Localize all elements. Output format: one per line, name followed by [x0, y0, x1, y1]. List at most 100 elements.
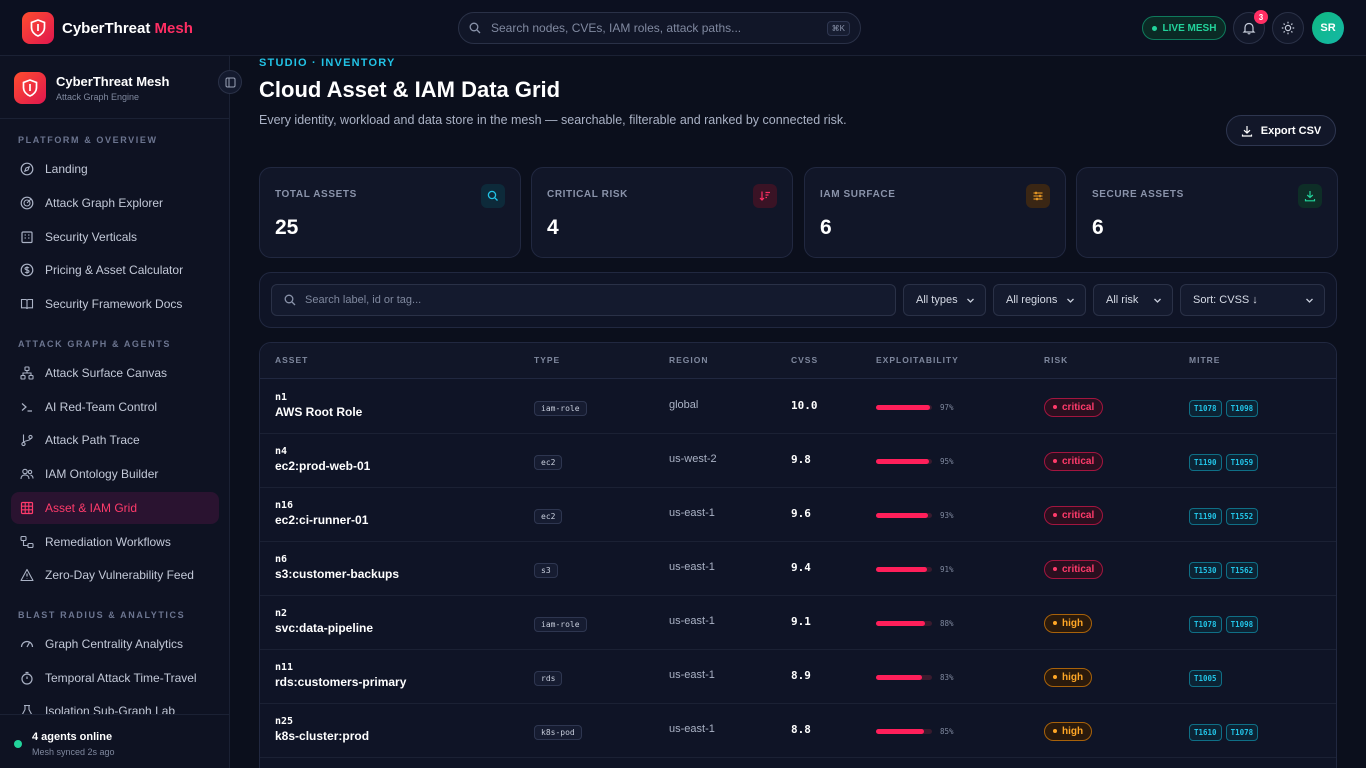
mitre-technique-chip[interactable]: T1562 [1225, 562, 1259, 579]
global-search-placeholder: Search nodes, CVEs, IAM roles, attack pa… [491, 21, 742, 35]
cvss-score: 9.4 [791, 561, 811, 574]
mitre-technique-chip[interactable]: T1552 [1225, 508, 1259, 525]
region-cell: us-east-1 [669, 507, 715, 519]
mitre-technique-chip[interactable]: T1190 [1189, 454, 1222, 471]
exploitability-bar-fill [876, 513, 929, 519]
asset-label: svc:data-pipeline [275, 621, 374, 635]
brand[interactable]: CyberThreat Mesh [22, 12, 193, 44]
sidebar-item-framework-docs[interactable]: Security Framework Docs [11, 288, 219, 320]
asset-cell: n4 ec2:prod-web-01 [275, 446, 370, 473]
mitre-technique-chip[interactable]: T1098 [1225, 616, 1259, 633]
risk-cell: critical [1044, 396, 1104, 417]
exploitability-percent: 97% [940, 403, 954, 413]
risk-badge: critical [1044, 451, 1104, 471]
column-header-mitre[interactable]: MITRE [1189, 355, 1221, 365]
sort-select[interactable]: Sort: CVSS ↓ [1180, 284, 1325, 316]
asset-label: ec2:prod-web-01 [275, 459, 371, 473]
sidebar-item-landing[interactable]: Landing [11, 153, 219, 185]
mitre-technique-chip[interactable]: T1610 [1189, 724, 1222, 741]
notifications-button[interactable]: 3 [1233, 10, 1268, 44]
type-filter-select[interactable]: All types [903, 284, 986, 316]
sidebar-item-remediation[interactable]: Remediation Workflows [11, 526, 219, 558]
exploitability-bar [876, 405, 932, 411]
risk-filter-select[interactable]: All risk [1093, 284, 1173, 316]
sidebar-item-attack-graph-explorer[interactable]: Attack Graph Explorer [11, 187, 219, 219]
sidebar-item-security-verticals[interactable]: Security Verticals [11, 221, 219, 253]
asset-id: n11 [275, 662, 294, 673]
table-row[interactable]: n2 svc:data-pipeline iam-role us-east-1 9.1 8… [260, 596, 1336, 650]
sidebar-item-label: IAM Ontology Builder [45, 467, 159, 481]
asset-type-chip: s3 [534, 563, 558, 578]
radar-icon [20, 196, 34, 210]
notification-count-badge: 3 [1254, 10, 1268, 24]
sidebar-item-zero-day-feed[interactable]: Zero-Day Vulnerability Feed [11, 559, 219, 591]
mitre-technique-chip[interactable]: T1059 [1225, 454, 1259, 471]
sidebar-item-attack-path-trace[interactable]: Attack Path Trace [11, 424, 219, 456]
table-row[interactable]: n11 rds:customers-primary rds us-east-1 8.9 8… [260, 650, 1336, 704]
sidebar-item-centrality-analytics[interactable]: Graph Centrality Analytics [11, 628, 219, 660]
page-description: Every identity, workload and data store … [259, 113, 847, 127]
sidebar-item-label: Attack Surface Canvas [45, 366, 168, 380]
sidebar-item-attack-surface-canvas[interactable]: Attack Surface Canvas [11, 357, 219, 389]
exploitability-bar [876, 729, 932, 735]
sidebar-item-ai-red-team[interactable]: AI Red-Team Control [11, 391, 219, 423]
exploitability-cell: 95% [876, 453, 954, 471]
export-csv-button[interactable]: Export CSV [1226, 115, 1336, 146]
table-row[interactable]: n16 ec2:ci-runner-01 ec2 us-east-1 9.6 93% cri… [260, 488, 1336, 542]
table-row[interactable]: n1 AWS Root Role iam-role global 10.0 97% crit… [260, 380, 1336, 434]
mitre-technique-chip[interactable]: T1078 [1189, 616, 1222, 633]
exploitability-bar-fill [876, 621, 926, 627]
asset-label: s3:customer-backups [275, 567, 400, 581]
asset-label: k8s-cluster:prod [275, 729, 370, 743]
grid-header-row: ASSET TYPE REGION CVSS EXPLOITABILITY RI… [260, 343, 1336, 379]
chevron-down-icon [967, 298, 974, 303]
sort-down-icon [753, 184, 777, 208]
sidebar-item-asset-iam-grid[interactable]: Asset & IAM Grid [11, 492, 219, 524]
exploitability-bar-fill [876, 675, 923, 681]
sidebar-item-pricing[interactable]: Pricing & Asset Calculator [11, 254, 219, 286]
sidebar-item-temporal-time-travel[interactable]: Temporal Attack Time-Travel [11, 662, 219, 694]
sidebar-item-label: Remediation Workflows [45, 535, 171, 549]
live-mesh-label: LIVE MESH [1162, 22, 1217, 34]
stat-value: 6 [820, 216, 832, 239]
sort-value: Sort: CVSS ↓ [1193, 294, 1258, 306]
region-cell: us-east-1 [669, 669, 715, 681]
mitre-technique-chip[interactable]: T1530 [1189, 562, 1222, 579]
exploitability-cell: 97% [876, 399, 954, 417]
mitre-technique-chip[interactable]: T1190 [1189, 508, 1222, 525]
sidebar-item-iam-ontology[interactable]: IAM Ontology Builder [11, 458, 219, 490]
exploitability-percent: 93% [940, 511, 954, 521]
risk-label: critical [1062, 563, 1095, 575]
stat-card-secure-assets: SECURE ASSETS 6 [1076, 167, 1338, 258]
live-mesh-badge[interactable]: LIVE MESH [1142, 16, 1226, 40]
sidebar-collapse-button[interactable] [218, 70, 242, 94]
column-header-exploitability[interactable]: EXPLOITABILITY [876, 355, 959, 365]
exploitability-percent: 88% [940, 619, 954, 629]
region-cell: us-east-1 [669, 723, 715, 735]
panel-left-icon [225, 77, 235, 87]
sidebar-item-label: Security Verticals [45, 230, 138, 244]
risk-filter-value: All risk [1106, 294, 1139, 306]
column-header-risk[interactable]: RISK [1044, 355, 1069, 365]
column-header-cvss[interactable]: CVSS [791, 355, 819, 365]
theme-toggle-button[interactable] [1272, 12, 1304, 44]
mitre-technique-chip[interactable]: T1098 [1225, 400, 1259, 417]
mitre-technique-chip[interactable]: T1078 [1225, 724, 1259, 741]
user-avatar[interactable]: SR [1312, 12, 1344, 44]
type-cell: k8s-pod [534, 722, 582, 740]
column-header-asset[interactable]: ASSET [275, 355, 309, 365]
region-filter-select[interactable]: All regions [993, 284, 1086, 316]
stat-value: 4 [547, 216, 559, 239]
mitre-technique-chip[interactable]: T1078 [1189, 400, 1222, 417]
stat-value: 6 [1092, 216, 1104, 239]
column-header-region[interactable]: REGION [669, 355, 709, 365]
region-cell: global [669, 399, 699, 411]
asset-search-input[interactable]: Search label, id or tag... [271, 284, 896, 316]
risk-badge: high [1044, 721, 1093, 741]
column-header-type[interactable]: TYPE [534, 355, 561, 365]
table-row[interactable]: n4 ec2:prod-web-01 ec2 us-west-2 9.8 95% criti… [260, 434, 1336, 488]
table-row[interactable]: n6 s3:customer-backups s3 us-east-1 9.4 91% cr… [260, 542, 1336, 596]
mitre-technique-chip[interactable]: T1005 [1189, 670, 1222, 687]
global-search-input[interactable]: Search nodes, CVEs, IAM roles, attack pa… [458, 12, 861, 44]
table-row[interactable]: n25 k8s-cluster:prod k8s-pod us-east-1 8.8 85… [260, 704, 1336, 758]
